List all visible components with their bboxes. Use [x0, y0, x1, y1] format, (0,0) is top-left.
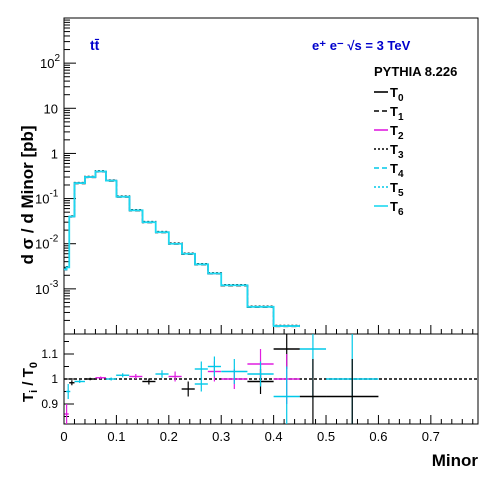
ratio-y-axis-label: Ti / T0 — [20, 362, 40, 402]
x-tick-label: 0.5 — [317, 429, 335, 444]
y-tick-label: 102 — [40, 53, 60, 71]
x-tick-label: 0.4 — [265, 429, 283, 444]
y-tick-label: 10-1 — [35, 189, 59, 207]
ratio-points-group — [64, 334, 379, 424]
legend-label-T4: T4 — [390, 161, 404, 180]
y-tick-label: 10 — [44, 101, 58, 116]
top-y-axis-label: d σ / d Minor [pb] — [18, 125, 37, 264]
collider-label: e⁺ e⁻ √s = 3 TeV — [312, 38, 411, 53]
x-tick-label: 0.1 — [107, 429, 125, 444]
x-axis-label: Minor — [432, 451, 479, 470]
top-series-group — [64, 170, 300, 328]
series-line-T6 — [64, 170, 300, 327]
x-tick-label: 0.3 — [212, 429, 230, 444]
ratio-y-tick-label: 1.1 — [41, 347, 58, 361]
ratio-y-tick-label: 1 — [51, 372, 58, 386]
legend-label-T0: T0 — [390, 85, 404, 104]
legend-label-T2: T2 — [390, 123, 404, 142]
legend-label-T5: T5 — [390, 180, 404, 199]
y-tick-label: 10-2 — [35, 234, 59, 252]
legend-label-T6: T6 — [390, 199, 404, 218]
x-tick-label: 0.7 — [422, 429, 440, 444]
y-tick-label: 10-3 — [35, 279, 59, 297]
y-tick-label: 1 — [51, 146, 58, 161]
ratio-y-tick-label: 0.9 — [41, 397, 58, 411]
process-label: tt̄ — [90, 37, 100, 53]
x-tick-label: 0 — [60, 429, 67, 444]
x-tick-label: 0.2 — [160, 429, 178, 444]
legend-label-T3: T3 — [390, 142, 404, 161]
ratio-y-ticks: 0.9 1 1.1 — [41, 341, 478, 417]
generator-label: PYTHIA 8.226 — [374, 64, 457, 79]
x-tick-label: 0.6 — [369, 429, 387, 444]
top-x-ticks — [63, 325, 474, 334]
ratio-x-ticks: 0 0.1 0.2 0.3 0.4 0.5 0.6 0.7 — [60, 415, 474, 444]
legend-label-T1: T1 — [390, 104, 404, 123]
top-y-ticks: 10-3 10-2 10-1 1 10 102 — [35, 19, 76, 335]
